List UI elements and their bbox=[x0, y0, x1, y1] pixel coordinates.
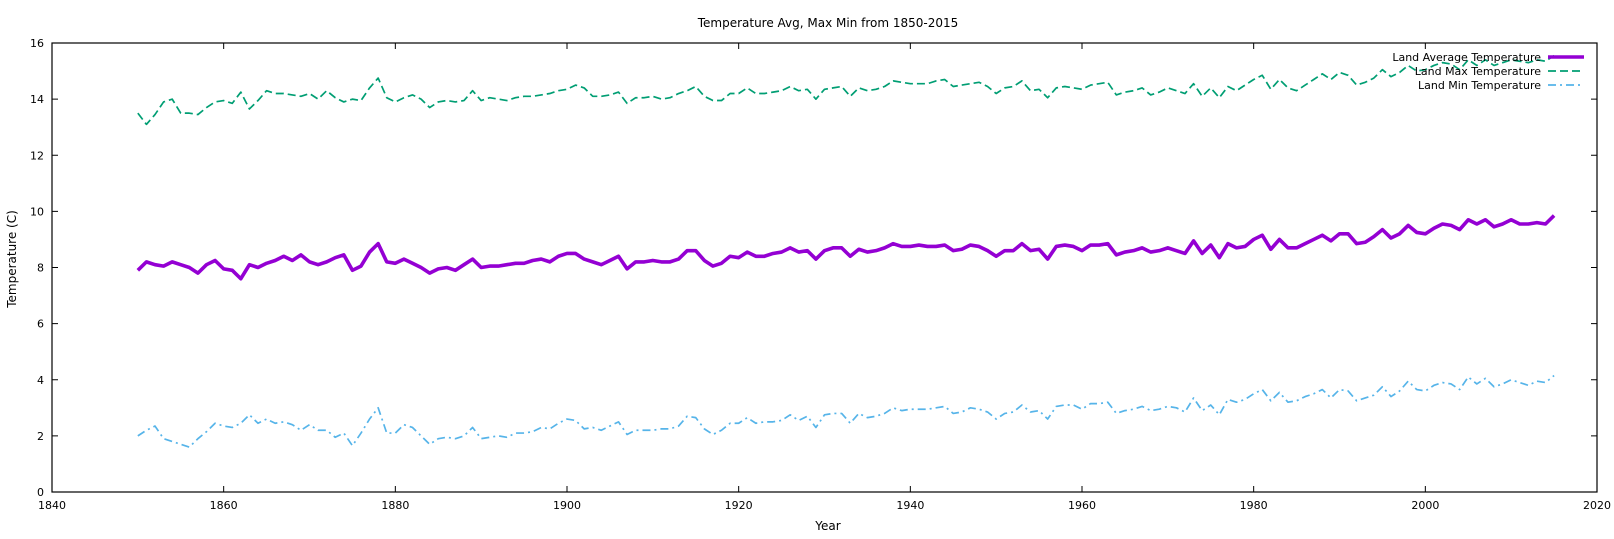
x-tick-label: 1980 bbox=[1240, 499, 1268, 512]
y-tick-label: 12 bbox=[30, 149, 44, 162]
y-tick-label: 14 bbox=[30, 93, 44, 106]
x-tick-label: 1860 bbox=[210, 499, 238, 512]
legend-label: Land Average Temperature bbox=[1392, 51, 1541, 64]
series-line-1 bbox=[137, 54, 1555, 126]
x-tick-label: 1940 bbox=[896, 499, 924, 512]
x-tick-label: 1920 bbox=[725, 499, 753, 512]
y-tick-label: 6 bbox=[37, 318, 44, 331]
y-tick-label: 8 bbox=[37, 262, 44, 275]
x-tick-label: 2020 bbox=[1583, 499, 1611, 512]
series-line-2 bbox=[137, 374, 1555, 448]
y-tick-label: 4 bbox=[37, 374, 44, 387]
chart-title: Temperature Avg, Max Min from 1850-2015 bbox=[697, 16, 959, 30]
y-tick-label: 0 bbox=[37, 486, 44, 499]
y-tick-label: 16 bbox=[30, 37, 44, 50]
y-tick-label: 10 bbox=[30, 205, 44, 218]
x-tick-label: 2000 bbox=[1411, 499, 1439, 512]
series-layer bbox=[136, 54, 1556, 448]
x-tick-label: 1880 bbox=[381, 499, 409, 512]
y-tick-label: 2 bbox=[37, 430, 44, 443]
legend-label: Land Max Temperature bbox=[1415, 65, 1541, 78]
x-tick-label: 1900 bbox=[553, 499, 581, 512]
plot-frame bbox=[51, 42, 1598, 493]
x-tick-label: 1840 bbox=[38, 499, 66, 512]
x-axis: 1840 1860 1880 1900 1920 1940 1960 1980 2000 2020 bbox=[38, 43, 1611, 512]
series-line-0 bbox=[136, 214, 1556, 281]
y-axis: 0 2 4 6 8 10 12 14 16 bbox=[30, 37, 1597, 499]
x-axis-label: Year bbox=[814, 519, 840, 533]
x-tick-label: 1960 bbox=[1068, 499, 1096, 512]
legend-label: Land Min Temperature bbox=[1418, 79, 1541, 92]
y-axis-label: Temperature (C) bbox=[5, 210, 19, 309]
